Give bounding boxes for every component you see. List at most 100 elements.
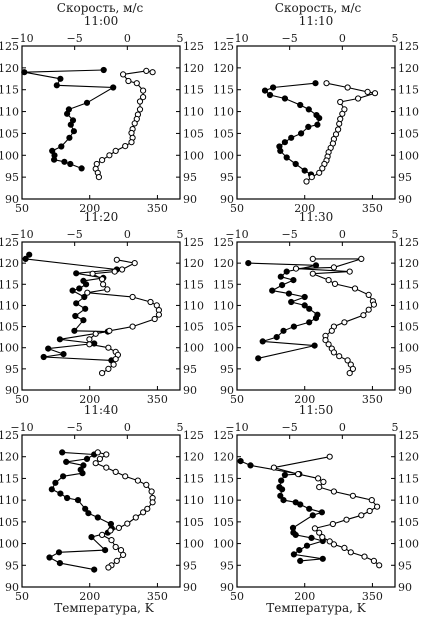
x-tick-label-speed: 5 [177,421,184,434]
y-tick-label-left: 125 [213,236,234,249]
x-tick-label-speed: 0 [339,421,346,434]
speed-point [133,80,140,87]
x-tick-label-temp: 200 [294,393,315,406]
speed-point [134,477,141,484]
y-tick-label-left: 95 [220,559,234,572]
speed-point [95,174,103,181]
y-tick-label-left: 110 [213,106,234,119]
y-tick-label-left: 125 [213,429,234,442]
temperature-point [306,319,313,326]
speed-point [315,475,322,482]
y-tick-label-right: 110 [398,299,419,312]
panel-title: 11:30 [299,210,334,224]
temperature-point [247,462,254,469]
y-tick-label-right: 95 [183,559,197,572]
temperature-point [259,338,266,345]
temperature-point [71,327,78,334]
temperature-point [281,95,288,102]
y-tick-label-right: 115 [183,84,204,97]
x-tick-label-speed: 0 [124,228,131,241]
y-tick-label-left: 105 [213,516,234,529]
x-tick-label-speed: 5 [392,32,399,45]
speed-point [128,139,135,146]
speed-point [125,77,132,85]
y-tick-label-right: 90 [183,193,197,206]
temperature-point [57,75,64,82]
panel-1110: 11:10 90 90 95 95 100 100 105 105 110 110 115 115 120… [213,14,419,215]
x-tick-label-temp: 50 [15,202,29,215]
x-tick-label-temp: 200 [79,202,100,215]
y-tick-label-left: 125 [0,40,19,53]
speed-point [323,80,330,87]
speed-point [351,285,359,292]
temperature-point [319,555,326,562]
y-tick-label-right: 120 [183,451,204,464]
plot-frame [21,434,181,588]
y-tick-label-left: 90 [5,581,19,594]
speed-point [105,344,112,351]
temperature-point [81,293,88,301]
x-tick-label-speed: 0 [124,32,131,45]
temperature-point [269,287,276,294]
temperature-point [51,156,58,163]
speed-point [149,69,156,76]
speed-point [105,564,112,571]
y-tick-label-right: 110 [398,494,419,507]
panel-1100: 11:00 90 90 95 95 100 100 105 105 110 110 115 115 120… [0,14,204,215]
y-tick-label-left: 90 [220,581,234,594]
speed-point [140,87,147,94]
temperature-point [100,66,107,74]
x-tick-label-speed: 5 [392,228,399,241]
speed-point [341,544,348,552]
speed-point [349,365,356,372]
speed-point [120,71,127,78]
y-tick-label-left: 115 [0,278,19,291]
speed-point [92,330,99,337]
temperature-point [314,121,321,128]
speed-point [147,298,154,306]
speed-point [99,276,106,283]
temperature-point [59,449,66,456]
temperature-point [76,285,83,292]
temperature-point [285,290,292,297]
speed-point [115,524,123,532]
x-tick-label-speed: 5 [392,421,399,434]
speed-point [374,503,381,510]
y-tick-label-left: 110 [213,494,234,507]
temperature-point [22,255,29,262]
speed-point [148,488,155,495]
y-tick-label-right: 90 [398,581,412,594]
speed-point [358,512,365,519]
y-tick-label-right: 125 [183,429,204,442]
speed-point [311,525,318,532]
x-tick-label-temp: 50 [15,590,29,603]
temperature-point [66,134,73,141]
temperature-point [64,110,71,117]
x-tick-label-speed: −5 [282,421,298,434]
y-tick-label-right: 105 [183,516,204,529]
speed-point [99,370,106,377]
panel-1150: 11:50 90 90 95 95 100 100 105 105 110 110 115 115 120… [213,403,419,603]
temperature-point [277,147,284,154]
speed-point [106,327,113,334]
speed-point [140,509,147,516]
speed-point [122,143,129,150]
speed-point [325,341,332,348]
temperature-point [312,262,320,269]
x-tick-label-temp: 50 [230,202,244,215]
temperature-point [67,160,74,168]
speed-point [336,353,343,360]
temperature-point [305,123,312,131]
speed-point [337,98,344,106]
y-tick-label-right: 90 [398,193,412,206]
plot-frame [21,45,181,200]
temperature-point [266,91,274,99]
x-tick-label-speed: −5 [67,32,83,45]
speed-point [341,319,348,326]
x-tick-label-temp: 350 [362,393,383,406]
speed-point [355,95,362,102]
x-tick-label-temp: 350 [362,590,383,603]
y-tick-label-left: 95 [5,171,19,184]
speed-line [87,259,160,374]
